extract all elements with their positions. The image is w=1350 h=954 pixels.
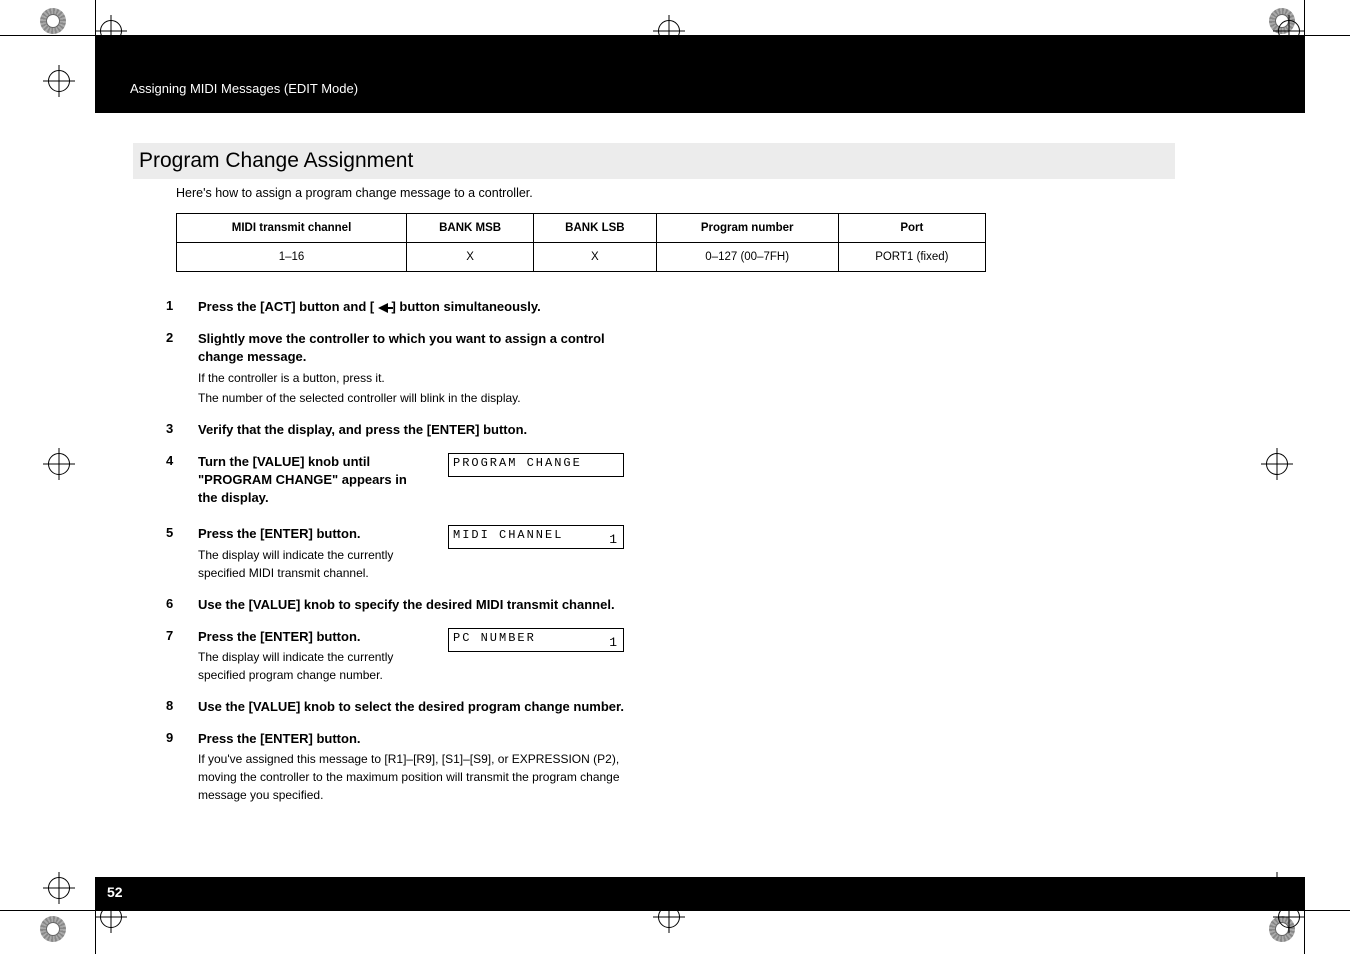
section-title: Program Change Assignment	[133, 143, 1175, 179]
step-title: Use the [VALUE] knob to specify the desi…	[198, 596, 798, 614]
breadcrumb: Assigning MIDI Messages (EDIT Mode)	[130, 81, 358, 96]
step-number: 3	[166, 421, 198, 439]
crop-mark	[0, 35, 95, 36]
step-title: Press the [ACT] button and [ ] button si…	[198, 298, 628, 316]
step-text: Press the [ACT] button and [	[198, 299, 374, 314]
step-subtext: The display will indicate the currently …	[198, 648, 418, 684]
lcd-display: PC NUMBER 1	[448, 628, 624, 652]
step-subtext: If you've assigned this message to [R1]–…	[198, 750, 628, 804]
registration-mark	[48, 70, 70, 92]
step-title: Verify that the display, and press the […	[198, 421, 628, 439]
table-header: Program number	[656, 214, 838, 243]
step-number: 5	[166, 525, 198, 581]
table-header: MIDI transmit channel	[177, 214, 407, 243]
step-text: ] button simultaneously.	[391, 299, 540, 314]
step-item: 8 Use the [VALUE] knob to select the des…	[166, 698, 986, 716]
step-subtext: The number of the selected controller wi…	[198, 389, 628, 407]
page-footer: 52	[95, 877, 1305, 911]
table-header: Port	[838, 214, 985, 243]
lcd-text: PC NUMBER	[453, 631, 536, 645]
step-subtext: The display will indicate the currently …	[198, 546, 418, 582]
step-number: 8	[166, 698, 198, 716]
lcd-display: MIDI CHANNEL 1	[448, 525, 624, 549]
step-item: 3 Verify that the display, and press the…	[166, 421, 986, 439]
step-item: 9 Press the [ENTER] button. If you've as…	[166, 730, 986, 804]
step-item: 4 Turn the [VALUE] knob until "PROGRAM C…	[166, 453, 986, 508]
step-title: Press the [ENTER] button.	[198, 628, 418, 646]
step-number: 7	[166, 628, 198, 684]
table-cell: 1–16	[177, 243, 407, 272]
step-title: Slightly move the controller to which yo…	[198, 330, 628, 366]
step-item: 2 Slightly move the controller to which …	[166, 330, 986, 406]
step-number: 6	[166, 596, 198, 614]
step-number: 1	[166, 298, 198, 316]
step-item: 1 Press the [ACT] button and [ ] button …	[166, 298, 986, 316]
table-cell: X	[407, 243, 534, 272]
step-number: 2	[166, 330, 198, 406]
back-icon	[378, 303, 388, 313]
table-header: BANK MSB	[407, 214, 534, 243]
section-intro: Here's how to assign a program change me…	[176, 186, 533, 200]
table-header: BANK LSB	[534, 214, 657, 243]
page-number: 52	[107, 884, 123, 900]
lcd-value: 1	[609, 635, 619, 650]
crop-mark	[0, 910, 95, 911]
page-header: Assigning MIDI Messages (EDIT Mode)	[95, 35, 1305, 113]
step-title: Press the [ENTER] button.	[198, 525, 418, 543]
step-item: 6 Use the [VALUE] knob to specify the de…	[166, 596, 986, 614]
crop-mark	[1305, 910, 1350, 911]
step-item: 5 Press the [ENTER] button. The display …	[166, 525, 986, 581]
step-title: Turn the [VALUE] knob until "PROGRAM CHA…	[198, 453, 418, 508]
table-cell: 0–127 (00–7FH)	[656, 243, 838, 272]
lcd-display: PROGRAM CHANGE	[448, 453, 624, 477]
step-title: Press the [ENTER] button.	[198, 730, 628, 748]
step-title: Use the [VALUE] knob to select the desir…	[198, 698, 628, 716]
param-table: MIDI transmit channel BANK MSB BANK LSB …	[176, 213, 986, 272]
step-item: 7 Press the [ENTER] button. The display …	[166, 628, 986, 684]
registration-mark	[40, 916, 66, 942]
registration-mark	[48, 453, 70, 475]
step-number: 9	[166, 730, 198, 804]
registration-mark	[1266, 453, 1288, 475]
registration-mark	[40, 8, 66, 34]
crop-mark	[1305, 35, 1350, 36]
lcd-text: PROGRAM CHANGE	[453, 456, 582, 470]
table-cell: X	[534, 243, 657, 272]
steps-list: 1 Press the [ACT] button and [ ] button …	[166, 298, 986, 818]
table-cell: PORT1 (fixed)	[838, 243, 985, 272]
lcd-text: MIDI CHANNEL	[453, 528, 563, 542]
registration-mark	[48, 877, 70, 899]
step-number: 4	[166, 453, 198, 508]
step-subtext: If the controller is a button, press it.	[198, 369, 628, 387]
lcd-value: 1	[609, 532, 619, 547]
